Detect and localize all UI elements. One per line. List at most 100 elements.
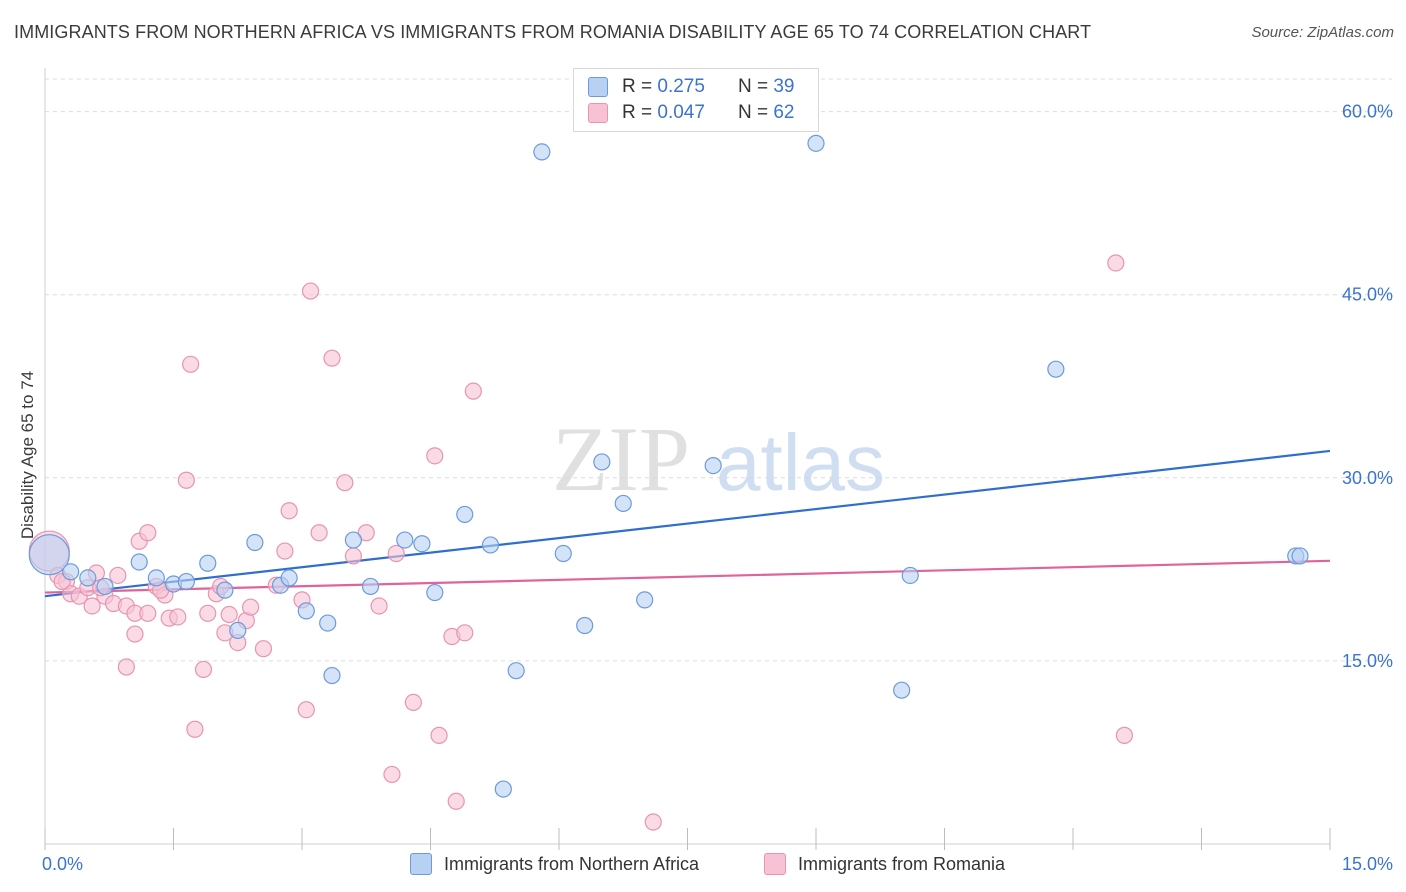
point-northern-africa — [494, 780, 512, 798]
legend-swatch-blue — [588, 77, 608, 97]
point-northern-africa — [1291, 547, 1309, 565]
point-romania — [194, 660, 213, 679]
point-romania — [370, 597, 388, 615]
point-northern-africa — [901, 566, 919, 585]
point-romania — [126, 625, 144, 643]
x-tick-label: 15.0% — [1342, 854, 1393, 874]
y-axis-label: Disability Age 65 to 74 — [18, 370, 37, 540]
n-value: 39 — [773, 76, 795, 97]
axes — [44, 68, 1331, 850]
trend-line-romania — [44, 559, 1331, 594]
point-romania — [139, 524, 157, 542]
watermark-atlas: atlas — [716, 418, 885, 507]
point-romania — [430, 726, 448, 744]
point-romania — [426, 447, 444, 465]
point-northern-africa — [413, 535, 431, 553]
y-tick-label: 15.0% — [1342, 651, 1393, 671]
point-romania — [1115, 726, 1134, 744]
r-value: 0.275 — [657, 76, 705, 97]
y-tick-label: 45.0% — [1342, 285, 1393, 305]
point-northern-africa — [323, 666, 341, 685]
n-value: 62 — [773, 102, 795, 123]
point-romania — [199, 604, 217, 622]
point-northern-africa — [533, 143, 551, 161]
point-romania — [336, 474, 354, 492]
point-romania — [177, 471, 195, 489]
point-northern-africa — [576, 616, 594, 635]
point-northern-africa — [507, 662, 525, 680]
trend-lines — [44, 449, 1331, 598]
trend-line-northern-africa — [44, 449, 1331, 598]
r-value: 0.047 — [657, 102, 705, 123]
point-romania — [357, 524, 375, 542]
point-northern-africa — [79, 569, 97, 587]
legend-swatch-blue — [410, 853, 432, 875]
point-northern-africa — [96, 577, 114, 596]
legend-item-northern-africa[interactable]: Immigrants from Northern Africa — [410, 852, 699, 876]
point-romania — [276, 542, 294, 560]
point-northern-africa — [554, 544, 572, 563]
point-northern-africa — [177, 572, 195, 591]
point-romania — [387, 544, 405, 563]
r-label: R = — [622, 76, 653, 97]
data-points — [28, 134, 1309, 831]
legend-row-romania: R = 0.047 N = 62 — [588, 101, 794, 125]
point-northern-africa — [319, 614, 337, 632]
watermark-zip: ZIP — [552, 408, 690, 510]
y-tick-label: 60.0% — [1342, 102, 1393, 122]
n-label: N = — [737, 76, 769, 97]
chart-title: IMMIGRANTS FROM NORTHERN AFRICA VS IMMIG… — [14, 22, 1092, 42]
point-northern-africa — [130, 553, 148, 571]
point-romania — [464, 382, 482, 400]
point-northern-africa — [481, 536, 500, 554]
point-northern-africa — [297, 602, 315, 620]
point-romania — [1107, 254, 1125, 272]
point-northern-africa — [593, 453, 611, 471]
legend-swatch-pink — [588, 103, 608, 123]
point-northern-africa — [704, 457, 722, 475]
point-northern-africa — [28, 534, 70, 576]
point-romania — [242, 598, 260, 616]
point-romania — [280, 502, 298, 520]
point-romania — [456, 624, 474, 642]
point-northern-africa — [893, 681, 911, 699]
point-romania — [169, 608, 187, 626]
point-romania — [220, 605, 238, 624]
legend-item-romania[interactable]: Immigrants from Romania — [764, 852, 1005, 876]
point-northern-africa — [229, 621, 247, 639]
point-northern-africa — [426, 583, 444, 602]
point-romania — [310, 524, 328, 542]
watermark: ZIP atlas — [552, 408, 885, 510]
point-romania — [644, 813, 662, 831]
point-northern-africa — [246, 533, 264, 552]
point-northern-africa — [396, 531, 414, 549]
point-northern-africa — [614, 494, 632, 513]
source-label: Source: ZipAtlas.com — [1251, 24, 1394, 41]
point-romania — [297, 701, 315, 719]
point-romania — [182, 355, 200, 373]
legend-label: Immigrants from Romania — [798, 853, 1006, 874]
point-romania — [301, 282, 320, 300]
point-romania — [344, 547, 362, 565]
legend-swatch-pink — [764, 853, 786, 875]
r-label: R = — [622, 102, 653, 123]
point-romania — [447, 792, 465, 810]
point-northern-africa — [199, 554, 217, 572]
point-romania — [383, 765, 401, 784]
point-northern-africa — [344, 531, 362, 549]
point-northern-africa — [147, 569, 165, 587]
point-romania — [139, 604, 157, 622]
point-northern-africa — [62, 563, 80, 581]
point-northern-africa — [636, 591, 654, 609]
point-romania — [186, 720, 204, 738]
tick-labels: 15.0% 30.0% 45.0% 60.0% 0.0% 15.0% — [42, 102, 1393, 874]
legend-label: Immigrants from Northern Africa — [444, 853, 700, 874]
point-northern-africa — [216, 581, 234, 599]
legend-row-northern-africa: R = 0.275 N = 39 — [588, 75, 794, 99]
point-northern-africa — [361, 577, 380, 596]
point-romania — [404, 693, 422, 712]
point-northern-africa — [456, 505, 474, 524]
correlation-legend: R = 0.275 N = 39 R = 0.047 N = 62 — [573, 68, 819, 132]
point-romania — [323, 349, 341, 367]
